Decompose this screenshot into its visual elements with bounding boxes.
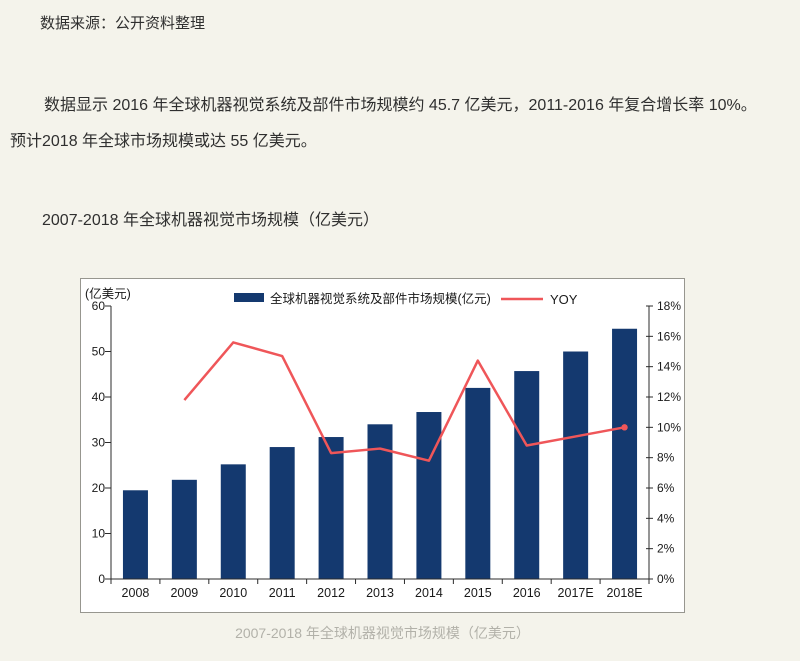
svg-text:18%: 18% (657, 299, 681, 313)
svg-text:40: 40 (92, 390, 106, 404)
svg-text:2008: 2008 (122, 586, 150, 600)
svg-text:0: 0 (98, 572, 105, 586)
chart-figure: 0 10 20 30 40 50 60 0% 2% 4% 6% 8% 10% 12% 14% 16% 18% 20… (80, 278, 685, 643)
svg-text:30: 30 (92, 436, 106, 450)
svg-text:14%: 14% (657, 360, 681, 374)
source-line: 数据来源：公开资料整理 (40, 15, 206, 32)
svg-text:2%: 2% (657, 542, 675, 556)
svg-text:6%: 6% (657, 481, 675, 495)
svg-text:4%: 4% (657, 511, 675, 525)
svg-text:2015: 2015 (464, 586, 492, 600)
svg-text:12%: 12% (657, 390, 681, 404)
svg-text:2011: 2011 (269, 586, 296, 600)
svg-text:2013: 2013 (366, 586, 394, 600)
svg-text:(亿美元): (亿美元) (85, 286, 131, 301)
chart-box: 0 10 20 30 40 50 60 0% 2% 4% 6% 8% 10% 12% 14% 16% 18% 20… (80, 278, 685, 613)
summary-paragraph: 数据显示 2016 年全球机器视觉系统及部件市场规模约 45.7 亿美元，201… (10, 97, 757, 150)
chart-svg: 0 10 20 30 40 50 60 0% 2% 4% 6% 8% 10% 12% 14% 16% 18% 20… (85, 286, 681, 600)
svg-text:2010: 2010 (219, 586, 247, 600)
figure-caption: 2007-2018 年全球机器视觉市场规模（亿美元） (235, 625, 530, 641)
svg-text:50: 50 (92, 345, 106, 359)
chart-heading: 2007-2018 年全球机器视觉市场规模（亿美元） (42, 212, 379, 229)
svg-text:60: 60 (92, 299, 106, 313)
svg-text:2009: 2009 (170, 586, 198, 600)
svg-text:10: 10 (92, 527, 106, 541)
svg-text:8%: 8% (657, 451, 675, 465)
svg-text:16%: 16% (657, 329, 681, 343)
svg-text:2012: 2012 (317, 586, 345, 600)
svg-text:2017E: 2017E (558, 586, 594, 600)
svg-text:YOY: YOY (550, 292, 578, 307)
svg-text:2016: 2016 (513, 586, 541, 600)
svg-text:0%: 0% (657, 572, 675, 586)
svg-text:10%: 10% (657, 420, 681, 434)
svg-text:20: 20 (92, 481, 106, 495)
svg-text:2014: 2014 (415, 586, 443, 600)
svg-text:全球机器视觉系统及部件市场规模(亿元): 全球机器视觉系统及部件市场规模(亿元) (270, 291, 491, 306)
svg-text:2018E: 2018E (606, 586, 642, 600)
